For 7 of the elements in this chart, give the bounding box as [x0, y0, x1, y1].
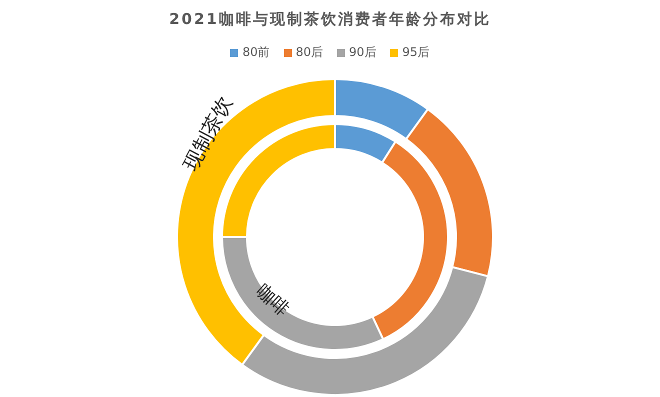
slice-label: 咖啡	[252, 280, 294, 321]
legend-label: 90后	[348, 44, 376, 61]
legend-label: 80前	[241, 44, 270, 61]
legend-label: 80后	[294, 44, 323, 61]
slice-label: 现制茶饮	[177, 92, 238, 176]
chart-title: 2021咖啡与现制茶饮消费者年龄分布对比	[168, 10, 492, 29]
legend-label: 95后	[401, 44, 430, 61]
